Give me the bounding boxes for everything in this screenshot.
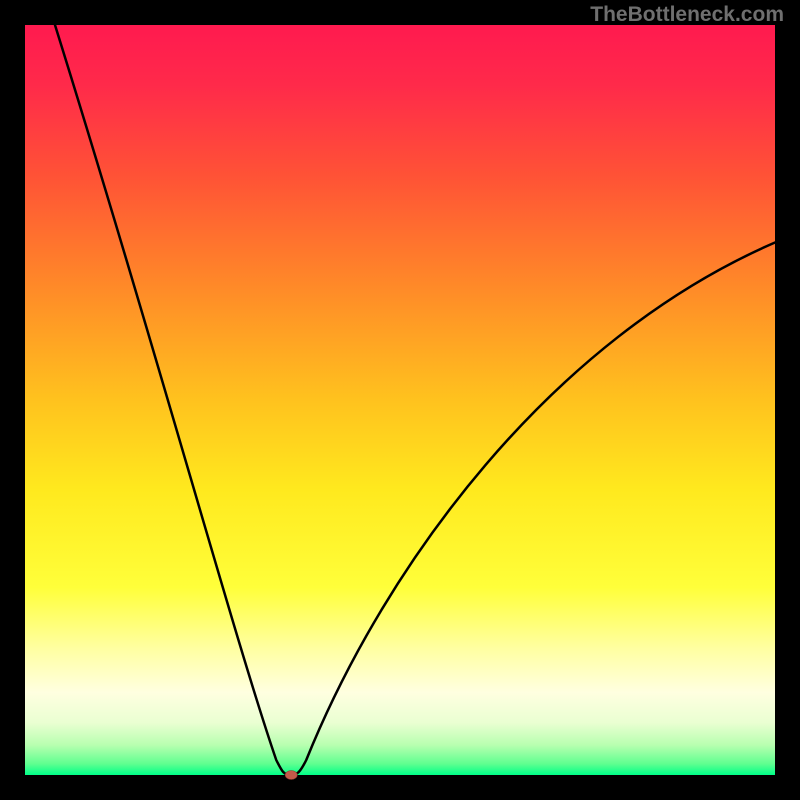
curve-minimum-marker bbox=[285, 771, 297, 780]
gradient-background bbox=[25, 25, 775, 775]
plot-area bbox=[25, 25, 775, 775]
chart-frame: TheBottleneck.com bbox=[0, 0, 800, 800]
watermark-text: TheBottleneck.com bbox=[590, 3, 784, 27]
curve-layer bbox=[25, 25, 775, 775]
